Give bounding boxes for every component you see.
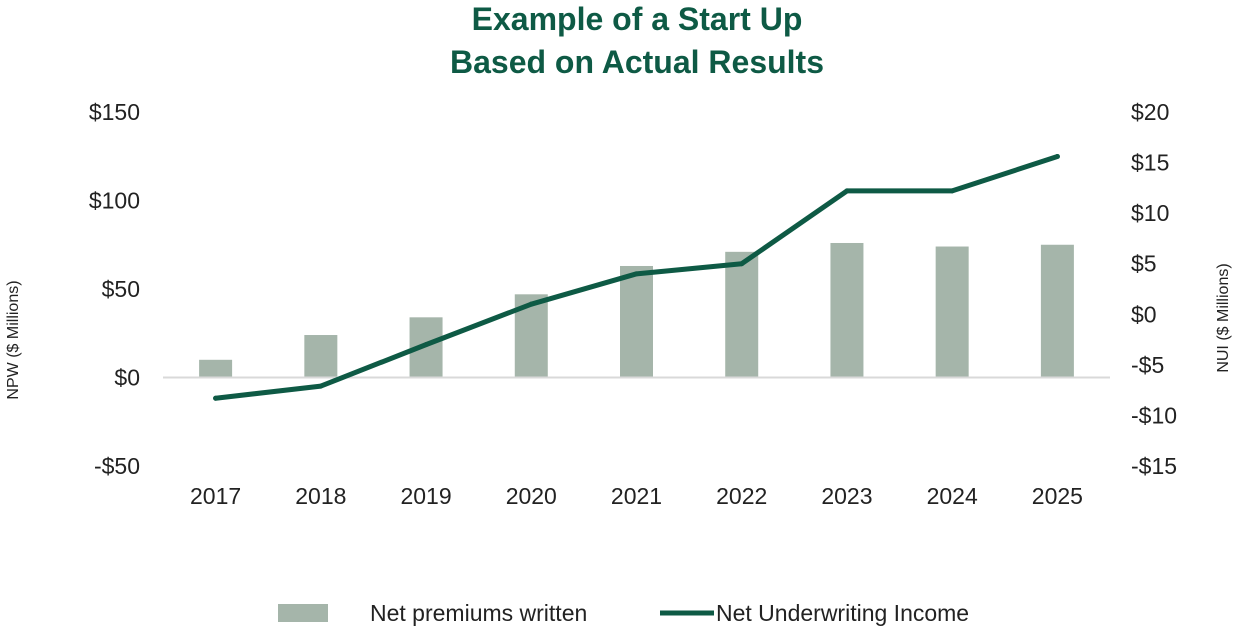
left-tick-label: $100 (89, 188, 140, 214)
nui-point-2023 (844, 188, 850, 194)
right-axis-title: NUI ($ Millions) (1215, 263, 1232, 372)
legend: Net premiums written Net Underwriting In… (278, 600, 969, 626)
nui-point-2024 (949, 188, 955, 194)
legend-label-net-underwriting-income: Net Underwriting Income (716, 600, 969, 626)
right-tick-label: $20 (1131, 99, 1169, 125)
nui-point-2025 (1054, 154, 1060, 160)
bar-2022 (725, 251, 759, 378)
nui-point-2021 (634, 271, 639, 277)
x-tick-label: 2024 (927, 483, 978, 509)
chart-title-line-2: Based on Actual Results (450, 44, 824, 80)
nui-point-2018 (318, 383, 324, 389)
nui-point-2019 (423, 342, 429, 348)
x-tick-label: 2022 (716, 483, 767, 509)
x-tick-label: 2025 (1032, 483, 1083, 509)
x-tick-label: 2018 (295, 483, 346, 509)
bar-2025 (1040, 244, 1074, 378)
right-tick-label: -$15 (1131, 453, 1177, 479)
right-tick-label: -$10 (1131, 402, 1177, 428)
left-tick-label: -$50 (94, 453, 140, 479)
bar-2018 (304, 335, 338, 378)
left-axis-title: NPW ($ Millions) (5, 280, 22, 399)
legend-label-net-premiums: Net premiums written (370, 600, 587, 626)
line-series-net-underwriting-income (213, 154, 1060, 401)
left-tick-label: $50 (102, 276, 140, 302)
legend-bar-swatch (278, 604, 328, 622)
right-tick-label: -$5 (1131, 352, 1164, 378)
right-tick-label: $15 (1131, 150, 1169, 176)
right-tick-label: $10 (1131, 200, 1169, 226)
right-axis-ticks: $20 $15 $10 $5 $0 -$5 -$10 -$15 (1131, 99, 1177, 479)
x-tick-label: 2021 (611, 483, 662, 509)
nui-point-2022 (739, 261, 745, 267)
bar-series-net-premiums (199, 242, 1074, 378)
x-tick-label: 2023 (821, 483, 872, 509)
bar-2021 (620, 265, 653, 378)
x-tick-label: 2020 (506, 483, 557, 509)
x-axis-ticks: 2017 2018 2019 2020 2021 2022 2023 2024 2025 (190, 483, 1083, 509)
x-tick-label: 2019 (400, 483, 451, 509)
x-tick-label: 2017 (190, 483, 241, 509)
bar-2023 (830, 242, 864, 378)
right-tick-label: $5 (1131, 251, 1157, 277)
bar-2017 (199, 359, 233, 378)
nui-point-2017 (213, 395, 219, 401)
nui-point-2020 (528, 301, 534, 307)
left-axis-ticks: $150 $100 $50 $0 -$50 (89, 99, 140, 479)
left-tick-label: $0 (114, 365, 140, 391)
right-tick-label: $0 (1131, 301, 1157, 327)
left-tick-label: $150 (89, 99, 140, 125)
chart-title: Example of a Start Up Based on Actual Re… (450, 1, 824, 80)
bar-2024 (935, 246, 969, 378)
chart-title-line-1: Example of a Start Up (472, 1, 803, 37)
